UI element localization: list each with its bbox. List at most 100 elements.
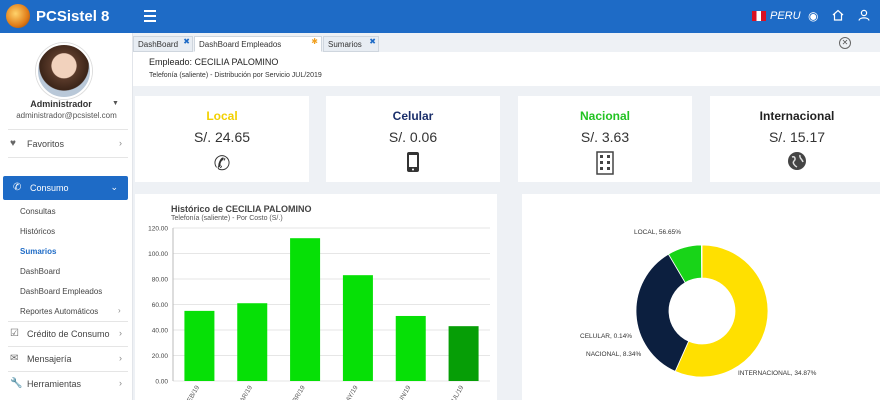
bar-chart: 0.00 20.00 40.00 60.00 80.00 100.00 120.00 FEB/…: [135, 194, 497, 400]
tab-label: DashBoard: [138, 40, 178, 49]
menu-toggle-icon[interactable]: [144, 10, 156, 22]
tab-dashboard-empleados[interactable]: DashBoard Empleados ✱: [194, 36, 322, 52]
card-celular: Celular S/. 0.06: [326, 96, 500, 182]
sidebar-subitem-historicos[interactable]: Históricos: [20, 227, 55, 236]
tab-label: Sumarios: [328, 40, 362, 49]
donut-chart: LOCAL, 56.65% INTERNACIONAL, 34.87% NACION…: [522, 194, 880, 400]
chevron-right-icon: ›: [119, 138, 122, 148]
slice-label: INTERNACIONAL, 34.87%: [738, 370, 817, 377]
chevron-right-icon: ›: [118, 306, 121, 315]
modified-star-icon: ✱: [311, 37, 318, 46]
user-name[interactable]: Administrador: [0, 99, 122, 109]
x-tick-label: MAY/19: [342, 384, 360, 400]
x-tick-label: JUN/19: [396, 384, 413, 400]
user-email: administrador@pcsistel.com: [0, 111, 133, 120]
sidebar-item-herramientas[interactable]: 🔧 Herramientas ›: [0, 372, 132, 396]
sidebar-item-label: Herramientas: [27, 379, 81, 389]
sidebar-subitem-reportes[interactable]: Reportes Automáticos: [20, 307, 98, 316]
donut-slice: [701, 245, 702, 278]
slice-label: LOCAL, 56.65%: [634, 229, 681, 236]
sidebar-item-consumo[interactable]: ✆ Consumo ⌄: [3, 176, 128, 200]
slice-label: NACIONAL, 8.34%: [586, 351, 641, 358]
close-tab-icon[interactable]: ✖: [183, 37, 190, 46]
card-title: Nacional: [518, 109, 692, 123]
tab-dashboard[interactable]: DashBoard ✖: [133, 36, 193, 52]
employee-header: Empleado: CECILIA PALOMINO Telefonía (sa…: [133, 52, 880, 86]
x-tick-label: MAR/19: [236, 384, 254, 400]
sidebar-item-mensajeria[interactable]: ✉ Mensajería ›: [0, 347, 132, 371]
top-bar: PCSistel 8 PERU ◉: [0, 0, 880, 33]
card-nacional: Nacional S/. 3.63: [518, 96, 692, 182]
y-tick-label: 40.00: [152, 328, 169, 335]
y-tick-label: 20.00: [152, 353, 169, 360]
slice-label: CELULAR, 0.14%: [580, 333, 632, 340]
history-chart-panel: Histórico de CECILIA PALOMINO Telefonía …: [135, 194, 497, 400]
sidebar-item-label: Crédito de Consumo: [27, 329, 110, 339]
phone-icon: ✆: [13, 182, 21, 193]
heart-icon: ♥: [10, 138, 16, 149]
avatar[interactable]: [36, 43, 92, 99]
tab-bar: DashBoard ✖ DashBoard Empleados ✱ Sumari…: [133, 36, 880, 52]
card-internacional: Internacional S/. 15.17: [710, 96, 880, 182]
bar: [290, 238, 320, 381]
sidebar-item-label: Mensajería: [27, 354, 72, 364]
chevron-down-icon: ⌄: [110, 182, 118, 193]
bar: [343, 275, 373, 381]
card-value: S/. 15.17: [710, 129, 880, 145]
app-logo: [6, 4, 30, 28]
sidebar: Administrador ▼ administrador@pcsistel.c…: [0, 33, 133, 400]
user-icon[interactable]: [858, 9, 870, 24]
card-local: Local S/. 24.65 ✆: [135, 96, 309, 182]
x-tick-label: ABR/19: [290, 384, 307, 400]
card-title: Local: [135, 109, 309, 123]
globe-icon: [710, 151, 880, 177]
sidebar-item-favoritos[interactable]: ♥ Favoritos ›: [0, 132, 132, 156]
distribution-chart-panel: LOCAL, 56.65% INTERNACIONAL, 34.87% NACION…: [522, 194, 880, 400]
sidebar-item-label: Consumo: [30, 183, 69, 193]
card-value: S/. 0.06: [326, 129, 500, 145]
sidebar-subitem-dashboard[interactable]: DashBoard: [20, 267, 60, 276]
close-all-tabs-icon[interactable]: ✕: [839, 37, 851, 49]
divider: [8, 129, 128, 130]
chevron-right-icon: ›: [119, 378, 122, 388]
y-tick-label: 0.00: [155, 379, 168, 386]
bar: [184, 311, 214, 381]
envelope-icon: ✉: [10, 353, 18, 364]
card-title: Internacional: [710, 109, 880, 123]
y-tick-label: 80.00: [152, 277, 169, 284]
home-icon[interactable]: [832, 9, 844, 24]
sidebar-subitem-consultas[interactable]: Consultas: [20, 207, 56, 216]
sidebar-subitem-dashboard-empleados[interactable]: DashBoard Empleados: [20, 287, 102, 296]
x-tick-label: FEB/19: [184, 384, 201, 400]
wrench-icon: 🔧: [10, 378, 22, 389]
chevron-right-icon: ›: [119, 353, 122, 363]
tab-label: DashBoard Empleados: [199, 40, 281, 49]
y-tick-label: 120.00: [148, 226, 168, 233]
card-value: S/. 3.63: [518, 129, 692, 145]
bar: [396, 316, 426, 381]
sidebar-item-label: Favoritos: [27, 139, 64, 149]
mobile-icon: [326, 151, 500, 179]
app-title: PCSistel 8: [36, 8, 109, 25]
caret-down-icon[interactable]: ▼: [112, 100, 119, 107]
card-value: S/. 24.65: [135, 129, 309, 145]
employee-subtitle: Telefonía (saliente) - Distribución por …: [149, 72, 322, 79]
close-tab-icon[interactable]: ✖: [369, 37, 376, 46]
y-tick-label: 100.00: [148, 251, 168, 258]
divider: [8, 157, 128, 158]
sidebar-subitem-sumarios[interactable]: Sumarios: [20, 247, 56, 256]
building-icon: [518, 151, 692, 181]
bar: [449, 326, 479, 381]
phone-icon: ✆: [135, 151, 309, 176]
tab-sumarios[interactable]: Sumarios ✖: [323, 36, 379, 52]
globe-icon[interactable]: ◉: [808, 9, 818, 23]
sidebar-item-credito[interactable]: ☑ Crédito de Consumo ›: [0, 322, 132, 346]
peru-flag-icon[interactable]: [752, 11, 766, 21]
check-square-icon: ☑: [10, 328, 19, 339]
employee-name: Empleado: CECILIA PALOMINO: [149, 57, 278, 67]
y-tick-label: 60.00: [152, 302, 169, 309]
chevron-right-icon: ›: [119, 328, 122, 338]
country-selector[interactable]: PERU: [770, 10, 801, 22]
bar: [237, 303, 267, 381]
card-title: Celular: [326, 109, 500, 123]
